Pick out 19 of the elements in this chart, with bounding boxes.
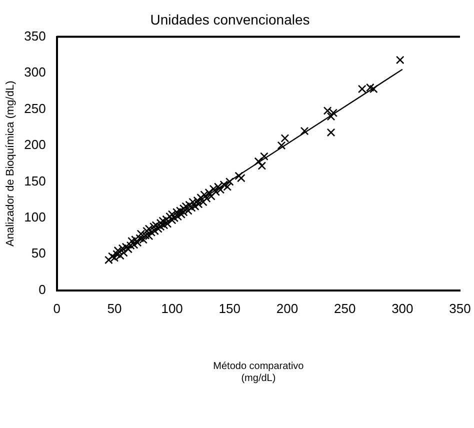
x-tick-label: 350 [449, 300, 471, 316]
x-tick-label: 100 [161, 300, 183, 316]
y-tick-label: 50 [31, 246, 46, 261]
chart-title: Unidades convencionales [150, 11, 310, 28]
x-tick-label: 150 [218, 300, 241, 316]
y-tick-label: 0 [38, 282, 46, 297]
x-tick-label: 50 [107, 300, 122, 316]
y-tick-label: 100 [24, 210, 46, 225]
x-tick-label: 200 [276, 300, 298, 316]
x-axis-title: Método comparativo (mg/dL) [213, 360, 304, 384]
y-tick-label: 200 [24, 137, 46, 152]
x-tick-label: 300 [392, 300, 414, 316]
y-tick-label: 150 [24, 173, 46, 188]
y-tick-label: 300 [24, 64, 46, 80]
x-tick-label: 0 [53, 300, 61, 316]
x-tick-label: 250 [334, 300, 356, 316]
y-tick-label: 350 [24, 28, 46, 44]
y-axis-title: Analizador de Bioquímica (mg/dL) [4, 80, 17, 246]
y-tick-label: 250 [24, 100, 46, 116]
